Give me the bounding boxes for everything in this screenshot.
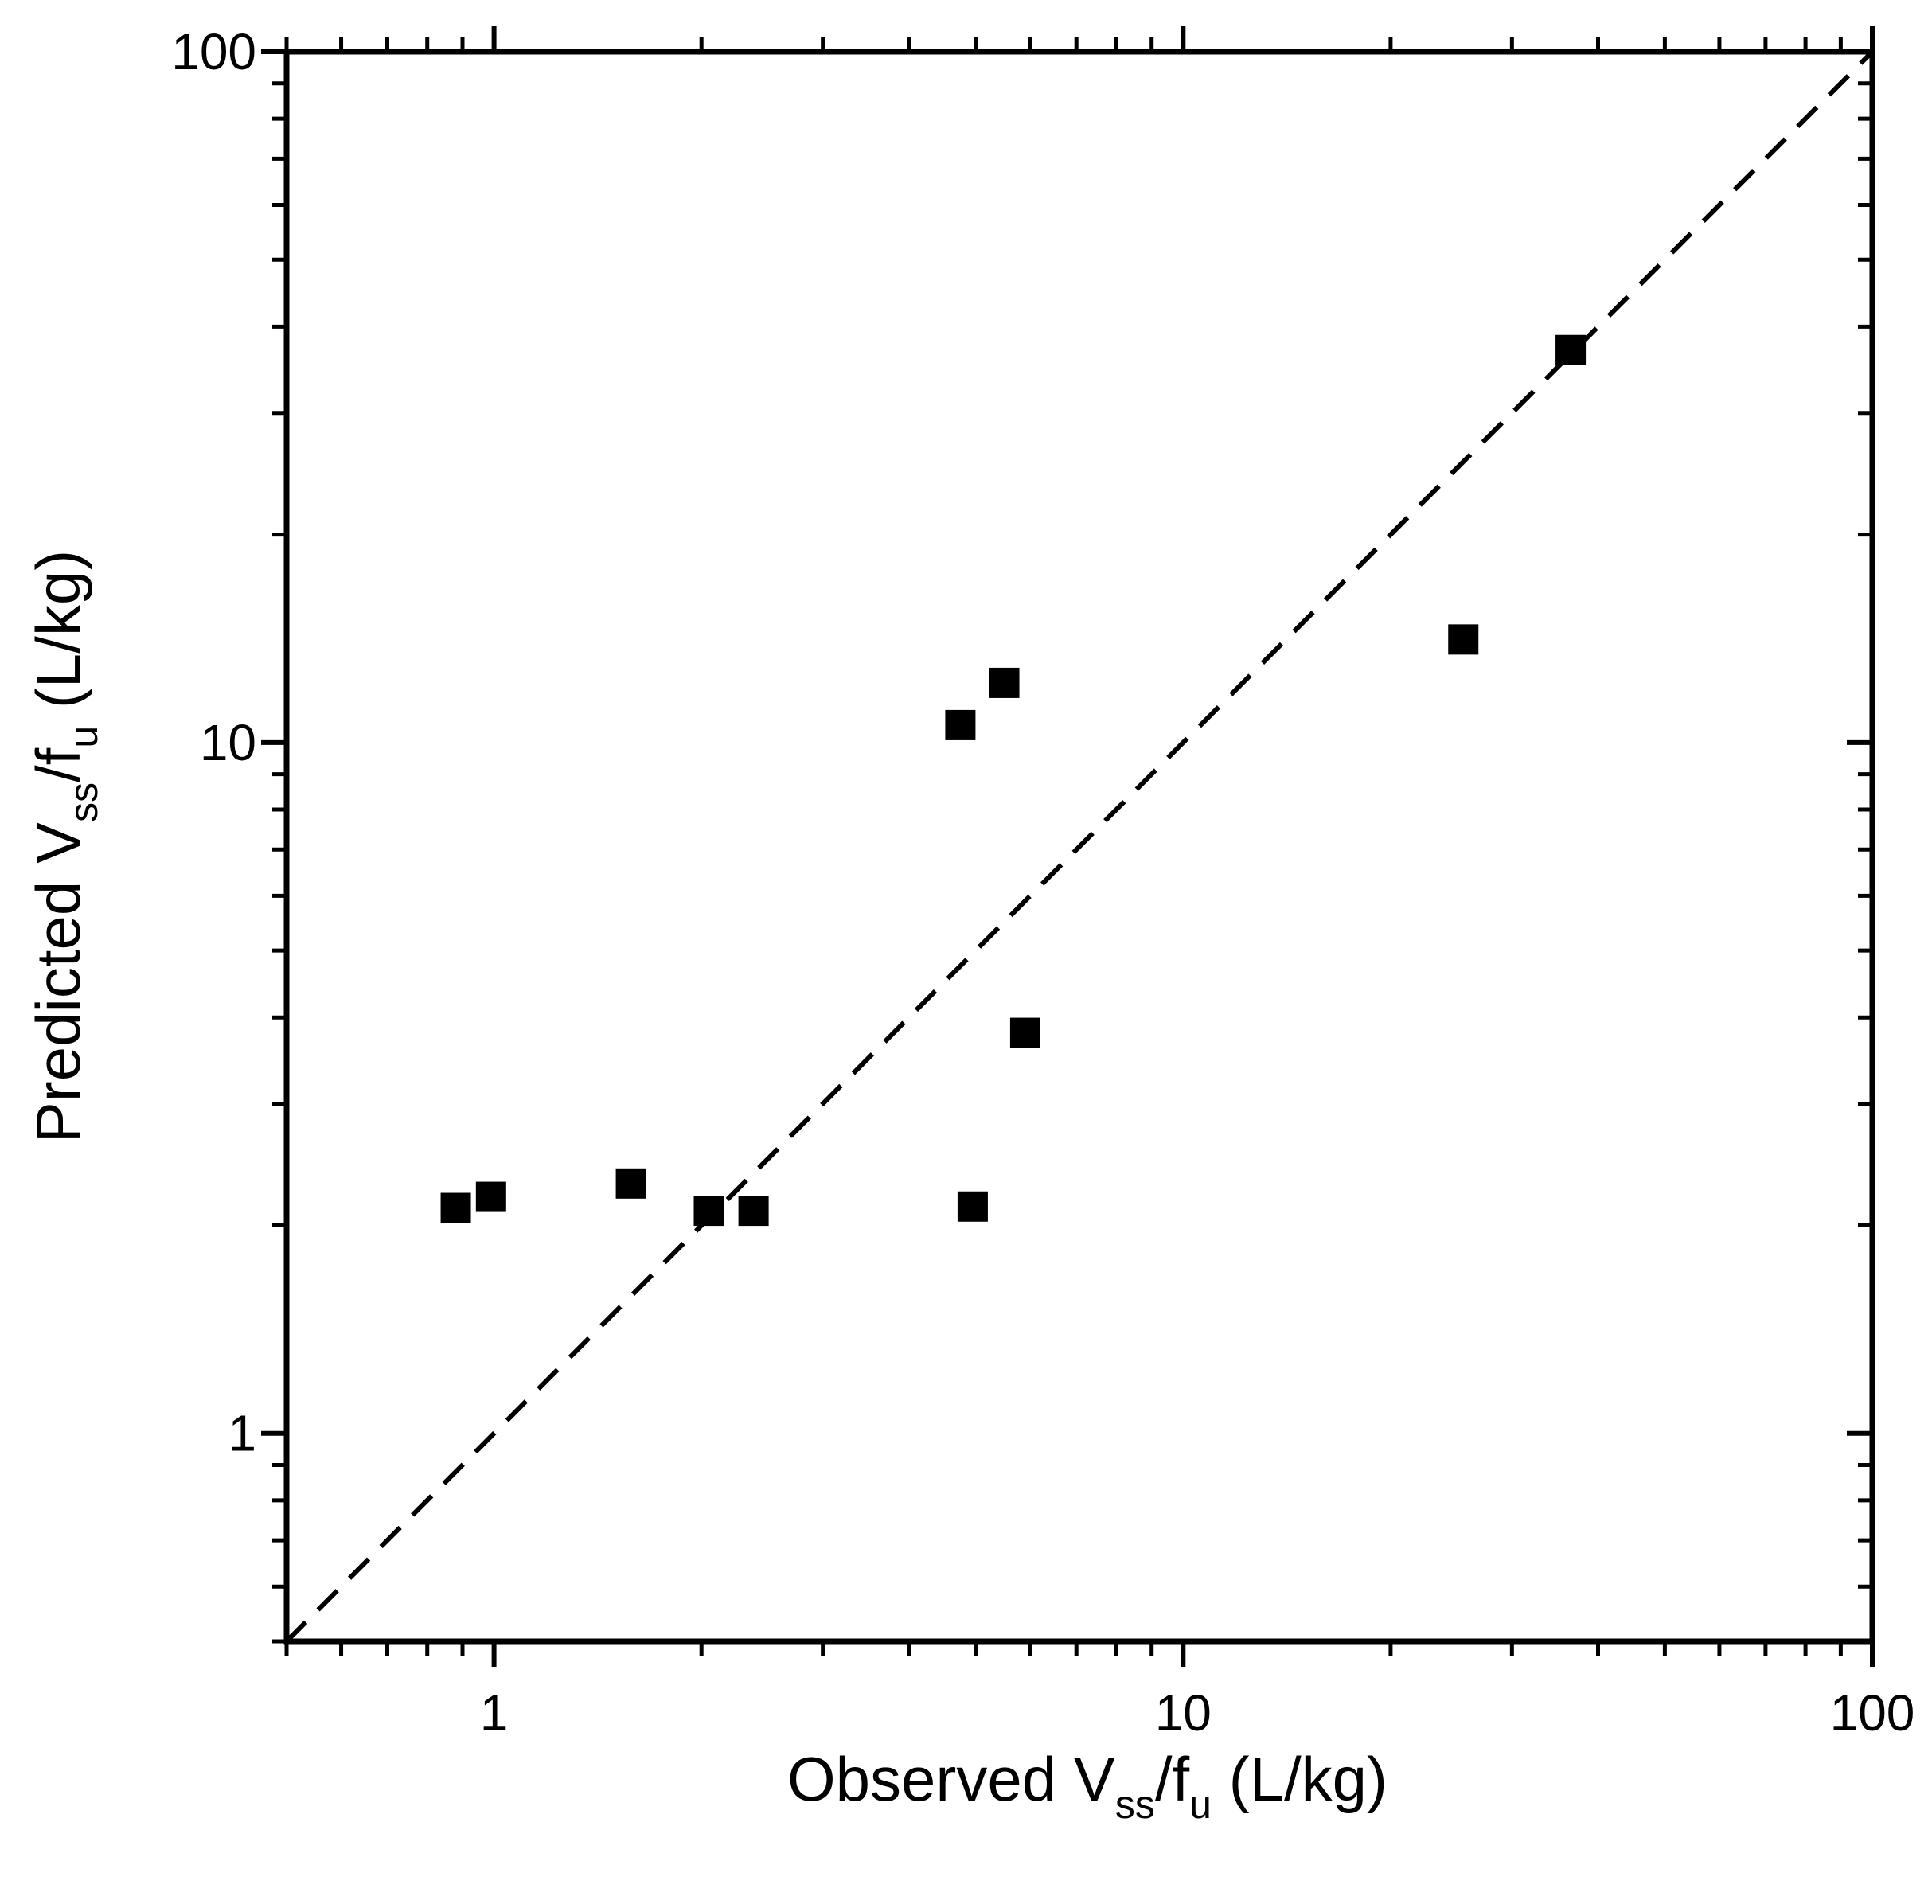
y-tick-label: 1: [228, 1405, 256, 1462]
data-point: [475, 1181, 506, 1212]
y-axis-title-mid: /f: [23, 747, 93, 782]
x-axis-title-mid: /f: [1155, 1744, 1190, 1814]
data-point: [440, 1192, 471, 1223]
x-axis-title-sub1: ss: [1115, 1782, 1155, 1827]
unity-line: [284, 49, 1875, 1644]
y-axis-title-main: Predicted V: [23, 822, 93, 1143]
data-point: [738, 1196, 769, 1227]
tick-labels: 1 10 100 1 10 100: [171, 23, 1914, 1742]
x-tick-label: 10: [1155, 1684, 1212, 1742]
data-point: [693, 1196, 724, 1227]
y-tick-label: 10: [200, 714, 256, 771]
x-axis-title: Observed Vss/fu (L/kg): [787, 1744, 1388, 1827]
x-tick-label: 1: [480, 1684, 509, 1742]
data-point: [945, 709, 976, 740]
data-points: [440, 334, 1587, 1227]
data-point: [989, 667, 1020, 698]
y-tick-label: 100: [171, 23, 256, 80]
data-point: [957, 1191, 988, 1222]
reference-line-group: [284, 49, 1875, 1644]
x-axis-title-main: Observed V: [787, 1744, 1115, 1814]
y-axis-title-sub2: u: [61, 726, 106, 748]
plot-frame: [283, 49, 1875, 1645]
data-point: [1555, 334, 1587, 365]
data-point: [615, 1168, 646, 1199]
data-point: [1448, 624, 1479, 655]
tick-marks: [261, 26, 1875, 1667]
x-axis-title-end: (L/kg): [1212, 1744, 1388, 1814]
y-axis-title: Predicted Vss/fu (L/kg): [23, 550, 106, 1143]
x-tick-label: 100: [1830, 1684, 1915, 1742]
x-axis-title-sub2: u: [1189, 1782, 1212, 1827]
y-axis-title-end: (L/kg): [23, 550, 93, 726]
data-point: [1009, 1017, 1040, 1048]
y-axis-title-sub1: ss: [61, 782, 106, 822]
